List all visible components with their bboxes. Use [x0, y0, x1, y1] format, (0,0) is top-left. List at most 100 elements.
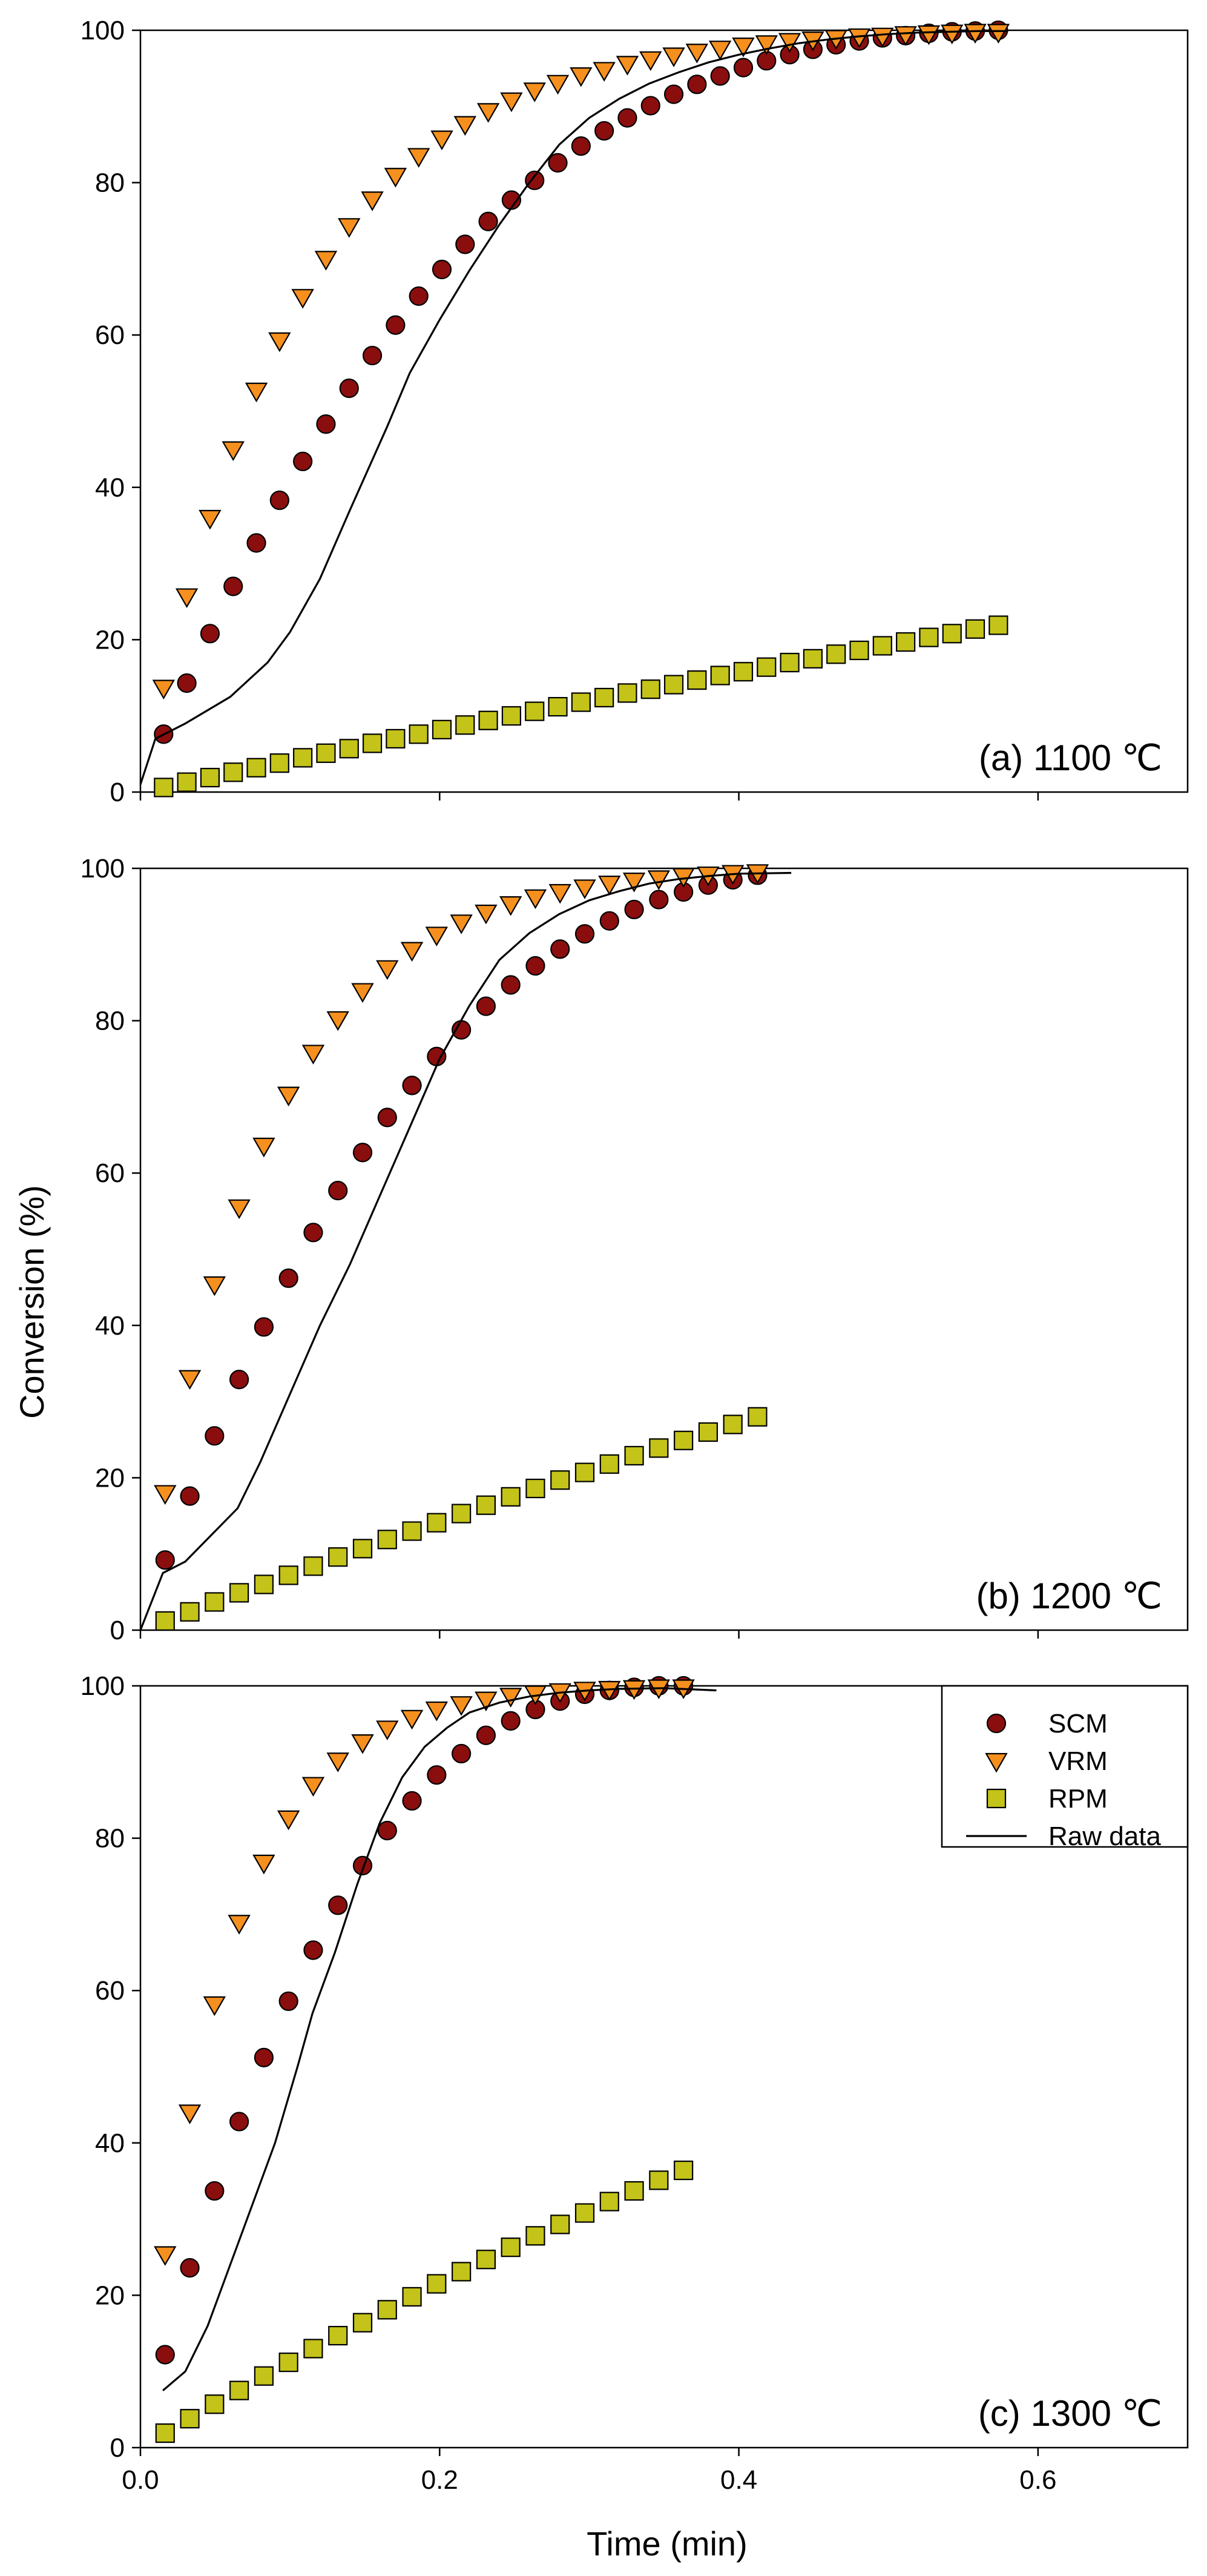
scm-point [455, 234, 475, 254]
rpm-point [599, 1454, 619, 1474]
scm-point [574, 924, 595, 944]
rpm-point [269, 753, 289, 773]
rpm-point [205, 1592, 225, 1612]
vrm-point [639, 51, 662, 71]
vrm-point [222, 441, 245, 461]
vrm-point [351, 1734, 374, 1754]
rpm-point [896, 632, 916, 652]
rpm-point [409, 724, 429, 744]
vrm-point [301, 1045, 325, 1065]
scm-point [278, 1268, 298, 1288]
rpm-point [525, 1478, 545, 1499]
scm-point [649, 890, 669, 910]
rpm-point [303, 2339, 323, 2359]
y-tick-label: 40 [95, 473, 125, 503]
scm-point [223, 576, 243, 596]
scm-point [525, 170, 545, 190]
vrm-point [178, 2104, 202, 2124]
rpm-point [293, 748, 313, 768]
vrm-point [500, 92, 523, 113]
rpm-point [988, 615, 1008, 635]
y-tick-label: 0 [110, 778, 125, 807]
vrm-point [778, 33, 801, 53]
scm-point [278, 1991, 298, 2011]
y-tick-label: 40 [95, 1311, 125, 1341]
vrm-point [593, 62, 616, 82]
vrm-point [268, 332, 291, 352]
scm-point [155, 1550, 175, 1570]
series-vrm [152, 24, 1010, 700]
scm-point [525, 956, 545, 976]
series-vrm [154, 1679, 695, 2266]
legend-box [941, 1685, 1189, 1848]
vrm-point [453, 116, 477, 136]
vrm-point [475, 904, 498, 925]
raw-data-line [139, 30, 1008, 785]
y-tick-label: 80 [95, 1824, 125, 1854]
rpm-point [525, 2226, 545, 2246]
x-axis-title: Time (min) [587, 2525, 747, 2563]
y-tick-label: 20 [95, 1463, 125, 1493]
vrm-point [708, 41, 732, 61]
vrm-point [228, 1199, 251, 1220]
scm-point [205, 1426, 225, 1446]
y-tick-label: 20 [95, 2280, 125, 2310]
vrm-point [894, 26, 917, 46]
scm-point [548, 153, 568, 173]
scm-point [409, 286, 429, 306]
rpm-point [328, 1547, 348, 1567]
vrm-point [277, 1086, 300, 1107]
vrm-point [847, 28, 871, 48]
rpm-point [710, 665, 730, 685]
rpm-point [455, 715, 475, 735]
rpm-point [362, 733, 383, 753]
rpm-point [501, 1487, 521, 1507]
rpm-point [649, 1438, 669, 1458]
rpm-point [316, 743, 336, 763]
y-tick-label: 80 [95, 1006, 125, 1036]
panel-2: 0 20 40 60 80 100 (b) 1200 ℃ [81, 854, 1189, 1645]
vrm-point [475, 1691, 498, 1712]
rpm-point [942, 624, 962, 644]
x-tick-label: 0.4 [720, 2465, 757, 2495]
legend-label: SCM [1048, 1709, 1108, 1739]
rpm-point [205, 2394, 225, 2414]
raw-data-line [162, 1687, 717, 2391]
rpm-point [674, 1430, 694, 1450]
rpm-point [687, 670, 707, 690]
series-vrm [154, 864, 769, 1505]
rpm-point [663, 675, 684, 695]
scm-point [617, 108, 637, 128]
rpm-point [550, 1470, 570, 1490]
vrm-point [647, 870, 671, 890]
scm-point [293, 451, 313, 472]
scm-point [640, 96, 660, 116]
vrm-point [252, 1137, 275, 1158]
vrm-point [548, 883, 571, 904]
y-tick-label: 20 [95, 625, 125, 655]
rpm-point [200, 767, 220, 788]
vrm-point [499, 1688, 522, 1708]
scm-point [303, 1940, 323, 1960]
rpm-point [254, 2366, 274, 2386]
y-tick-label: 60 [95, 320, 125, 350]
vrm-point [450, 1696, 473, 1716]
rpm-point [229, 1583, 249, 1603]
legend-label: VRM [1048, 1746, 1108, 1776]
rpm-point [246, 758, 266, 778]
scm-point [339, 378, 359, 398]
rpm-point [177, 772, 197, 792]
rpm-point [574, 2203, 595, 2223]
series-rpm [154, 615, 1008, 798]
scm-point [478, 211, 498, 231]
vrm-point [301, 1777, 325, 1797]
vrm-point [400, 1709, 424, 1730]
vrm-point [523, 82, 546, 102]
scm-point [254, 2047, 274, 2068]
series-rpm [155, 1407, 768, 1631]
rpm-point [525, 701, 545, 721]
rpm-point [377, 2300, 397, 2320]
vrm-point [476, 103, 500, 123]
vrm-point [338, 218, 361, 238]
legend-label: RPM [1048, 1784, 1108, 1814]
